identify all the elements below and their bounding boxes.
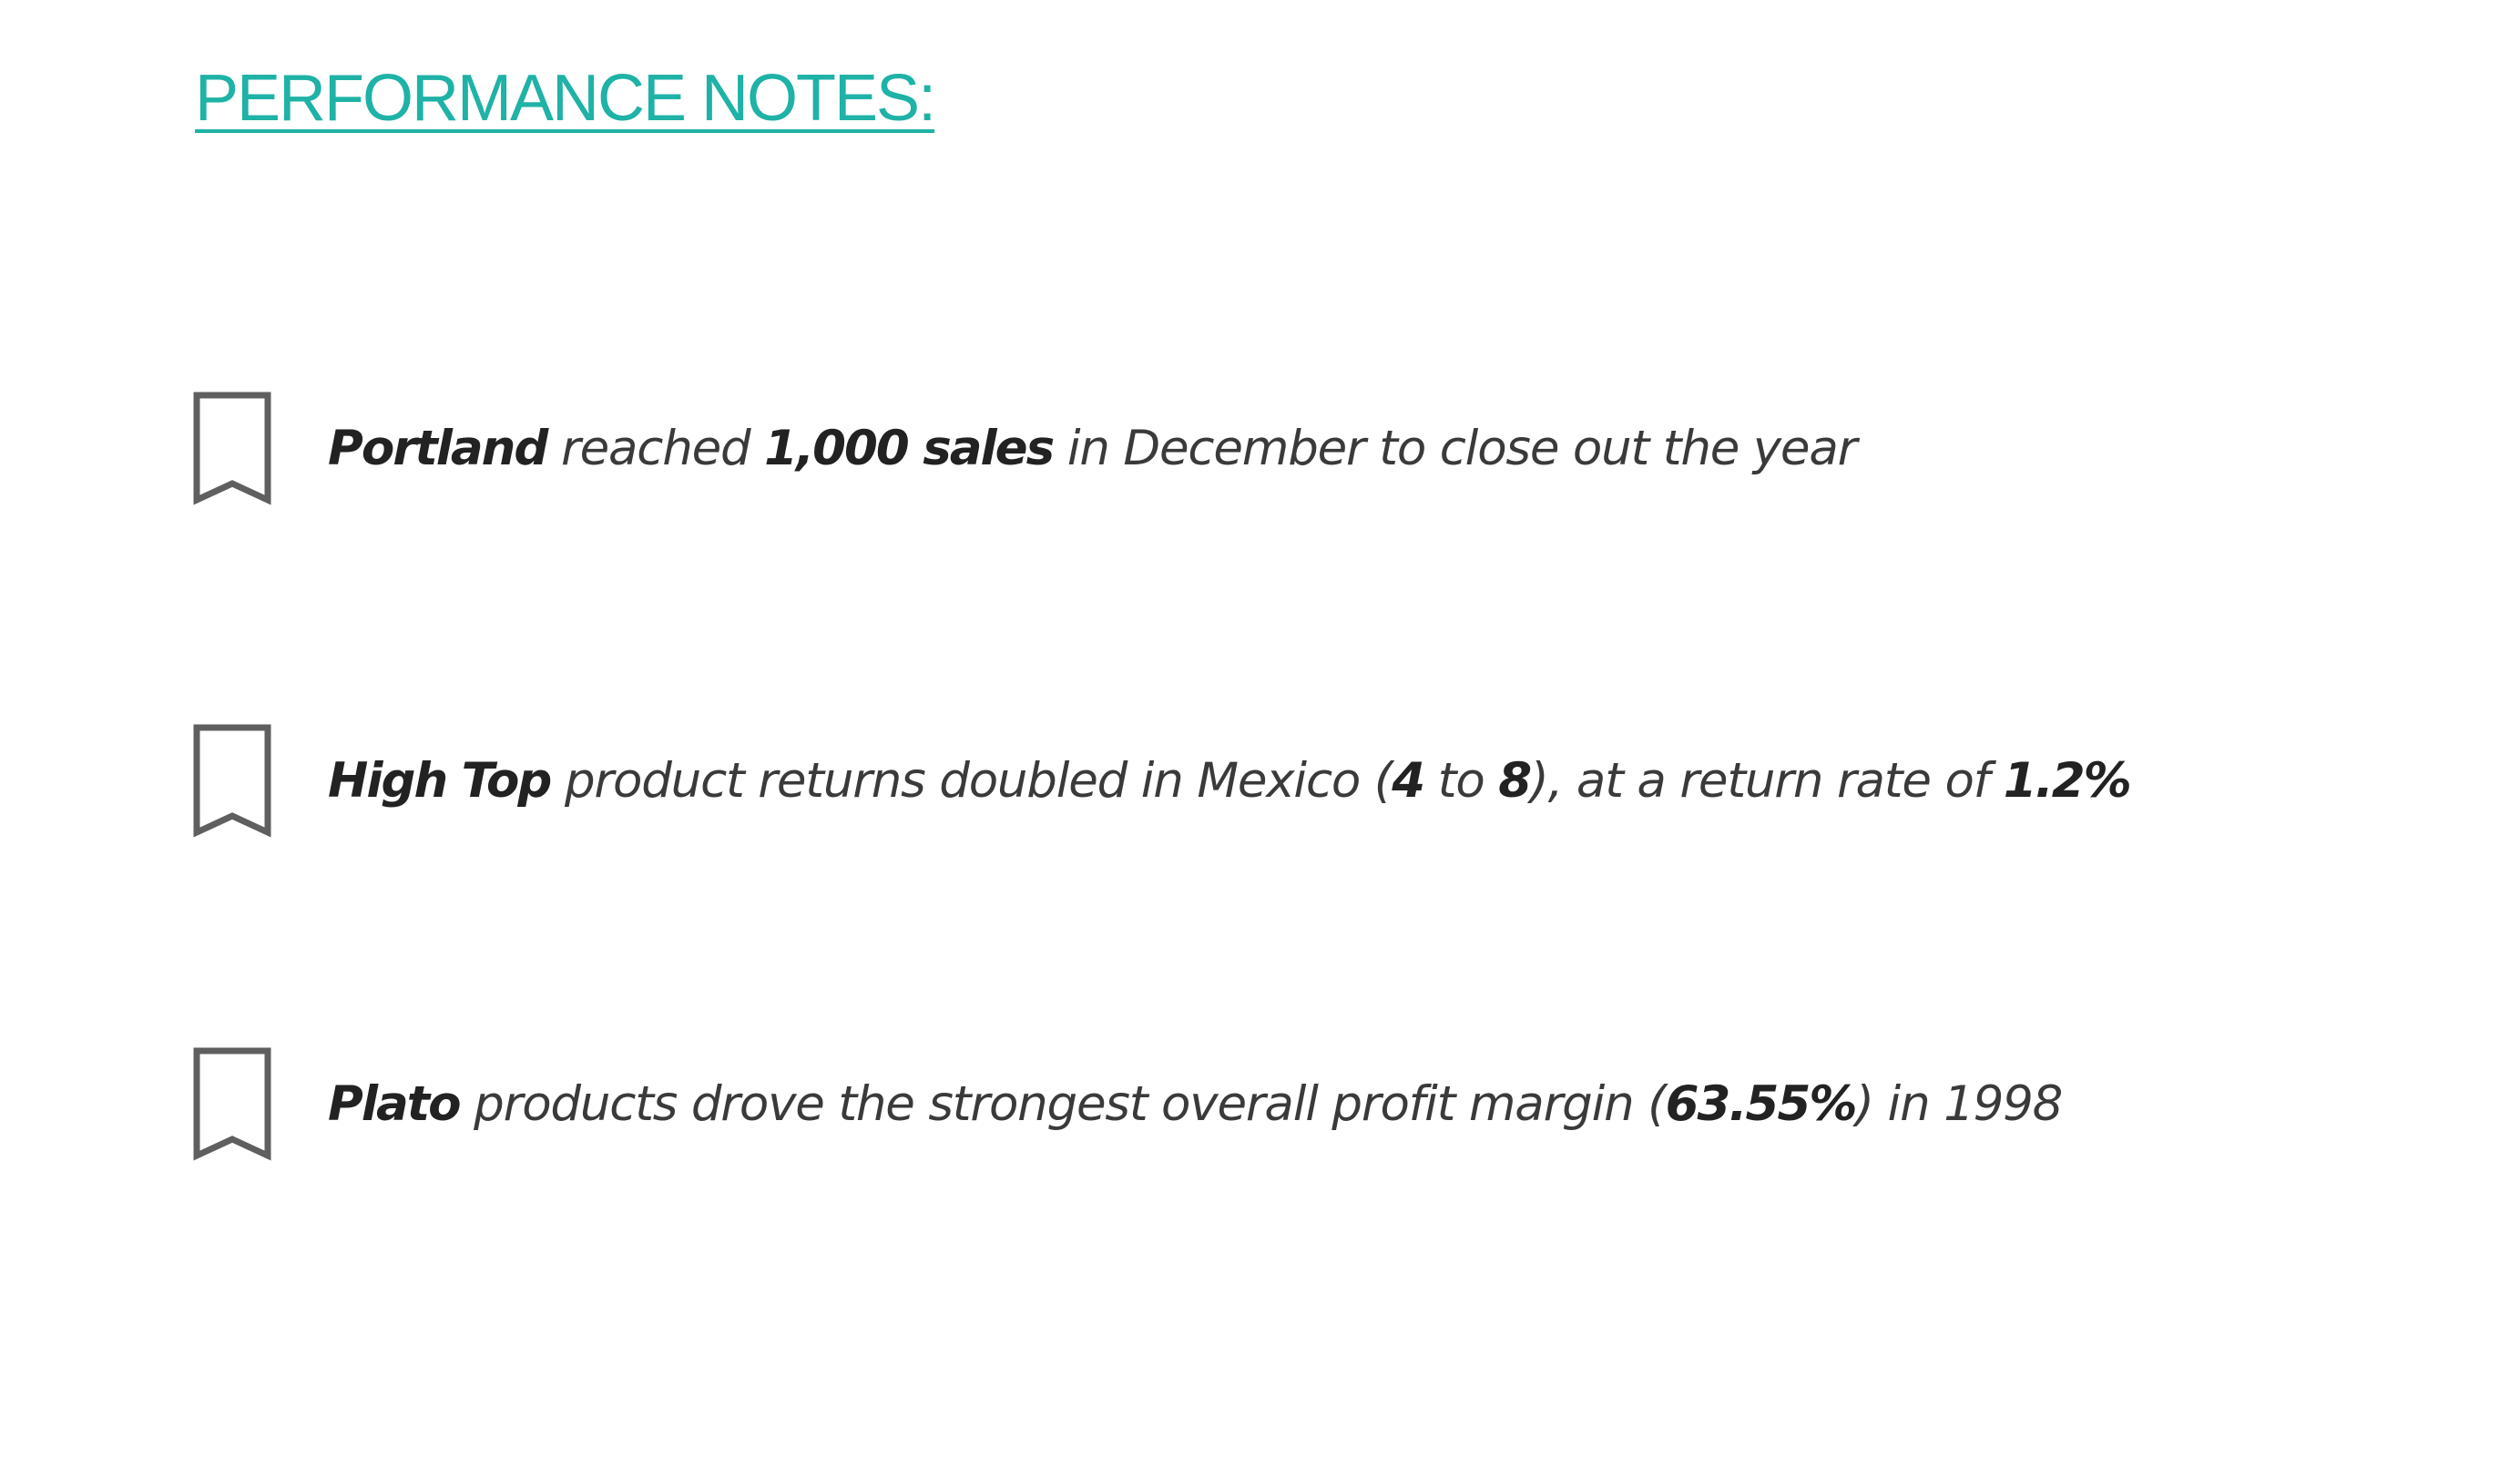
note-item: Portland reached 1,000 sales in December… xyxy=(0,392,2520,510)
note-emphasis: 4 xyxy=(1392,753,1425,809)
note-emphasis: 1.2% xyxy=(2003,753,2132,809)
note-emphasis: Plato xyxy=(328,1076,462,1132)
note-emphasis: Portland xyxy=(328,421,548,476)
note-fragment: products drove the strongest overall pro… xyxy=(459,1076,1667,1132)
note-fragment: reached xyxy=(546,421,765,476)
note-text: Portland reached 1,000 sales in December… xyxy=(328,392,1858,505)
note-fragment: ), at a return rate of xyxy=(1530,753,2004,809)
note-emphasis: High Top xyxy=(328,753,552,809)
note-fragment: ) in 1998 xyxy=(1855,1076,2063,1132)
bookmark-icon xyxy=(193,724,271,838)
note-item: High Top product returns doubled in Mexi… xyxy=(0,724,2520,842)
note-fragment: to xyxy=(1423,753,1499,809)
note-fragment: in December to close out the year xyxy=(1053,421,1858,476)
note-emphasis: 63.55% xyxy=(1665,1076,1858,1132)
note-text: Plato products drove the strongest overa… xyxy=(328,1047,2063,1161)
note-fragment: product returns doubled in Mexico ( xyxy=(550,753,1393,809)
note-item: Plato products drove the strongest overa… xyxy=(0,1047,2520,1166)
note-emphasis: 1,000 sales xyxy=(764,421,1055,476)
note-text: High Top product returns doubled in Mexi… xyxy=(328,724,2132,838)
bookmark-icon xyxy=(193,392,271,505)
page-title: PERFORMANCE NOTES: xyxy=(195,62,936,135)
note-emphasis: 8 xyxy=(1498,753,1532,809)
bookmark-icon xyxy=(193,1047,271,1161)
